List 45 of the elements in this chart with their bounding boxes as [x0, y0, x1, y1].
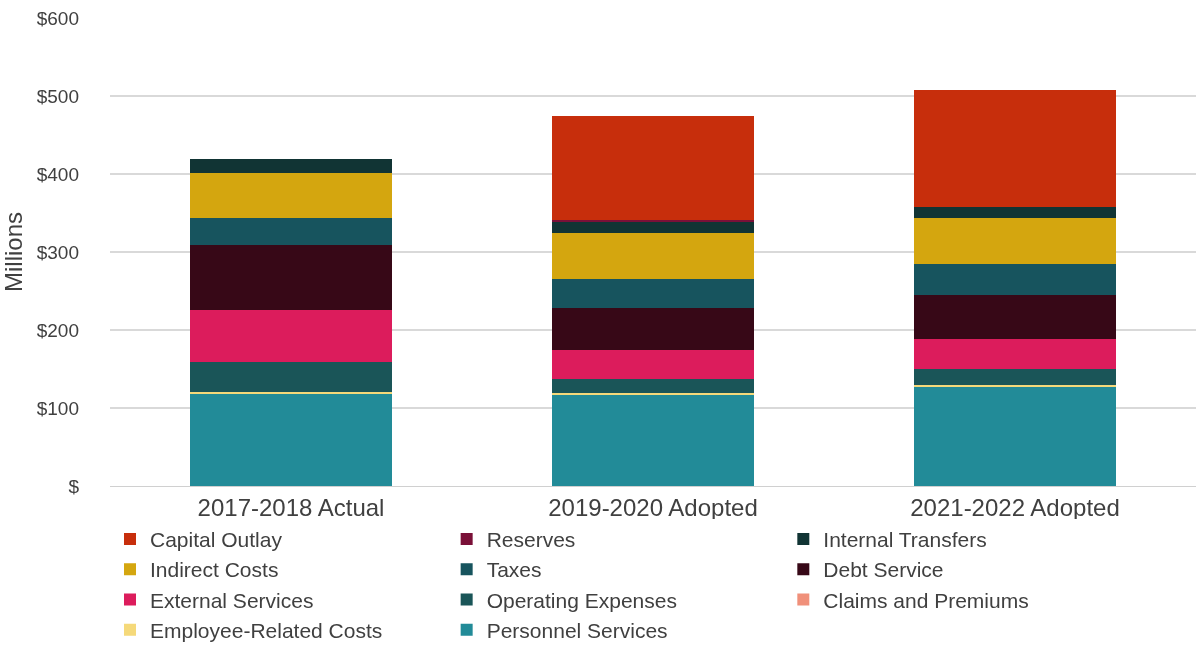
- x-tick-label: 2017-2018 Actual: [197, 493, 385, 521]
- legend-label: Taxes: [486, 558, 542, 582]
- y-tick-label: $500: [36, 85, 79, 107]
- x-tick-label: 2021-2022 Adopted: [910, 493, 1120, 521]
- bar: [551, 233, 755, 280]
- legend-label: External Services: [150, 588, 314, 612]
- bar: [189, 159, 393, 174]
- bar: [551, 379, 755, 394]
- y-tick-label: $300: [36, 241, 79, 263]
- legend-label: Reserves: [486, 528, 576, 552]
- bar: [913, 206, 1117, 218]
- legend-label: Indirect Costs: [150, 558, 279, 582]
- y-axis-title: Millions: [0, 211, 27, 293]
- bar: [189, 393, 393, 486]
- bar: [913, 294, 1117, 340]
- bar: [913, 217, 1117, 265]
- x-tick-label: 2019-2020 Adopted: [548, 493, 758, 521]
- y-tick-label: $100: [36, 397, 79, 419]
- legend-label: Debt Service: [823, 558, 944, 582]
- bar: [551, 222, 755, 234]
- y-tick-label: $400: [36, 163, 79, 185]
- bar: [189, 173, 393, 219]
- legend-label: Employee-Related Costs: [150, 619, 383, 642]
- legend-label: Capital Outlay: [150, 528, 283, 552]
- y-tick-label: $: [68, 475, 80, 497]
- bar: [551, 279, 755, 309]
- bar: [913, 386, 1117, 486]
- bar: [551, 394, 755, 486]
- bar: [913, 369, 1117, 385]
- bar: [551, 116, 755, 221]
- bar: [189, 218, 393, 245]
- bar: [551, 308, 755, 350]
- bar: [913, 339, 1117, 369]
- bar: [913, 89, 1117, 207]
- bar: [189, 309, 393, 362]
- bar: [551, 349, 755, 380]
- bar: [189, 361, 393, 393]
- bar: [189, 244, 393, 310]
- legend-label: Personnel Services: [486, 619, 668, 642]
- legend-label: Internal Transfers: [823, 528, 987, 552]
- y-tick-label: $200: [36, 319, 79, 341]
- bar: [913, 264, 1117, 295]
- y-tick-label: $600: [36, 7, 79, 29]
- legend-label: Claims and Premiums: [823, 588, 1029, 612]
- legend-label: Operating Expenses: [486, 588, 677, 612]
